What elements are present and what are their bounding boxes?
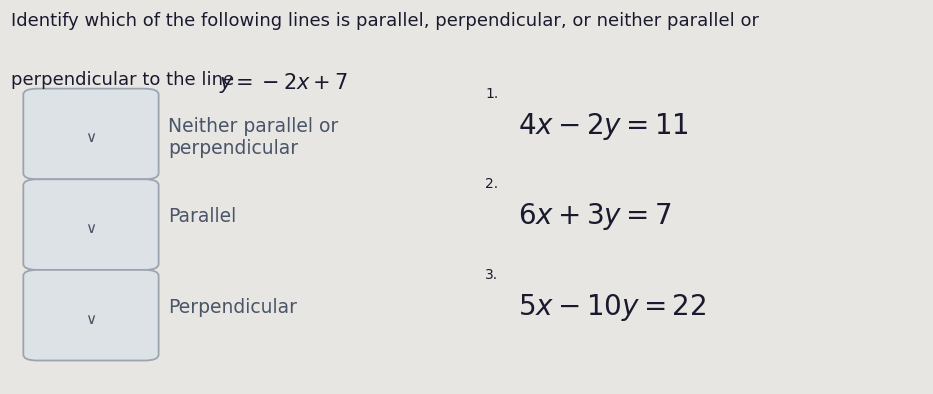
Text: $4x - 2y = 11$: $4x - 2y = 11$ bbox=[518, 111, 689, 141]
Text: 2.: 2. bbox=[485, 177, 498, 191]
Text: 1.: 1. bbox=[485, 87, 498, 101]
Text: ∨: ∨ bbox=[86, 130, 96, 145]
FancyBboxPatch shape bbox=[23, 89, 159, 179]
Text: Identify which of the following lines is parallel, perpendicular, or neither par: Identify which of the following lines is… bbox=[11, 12, 759, 30]
Text: $5x - 10y = 22$: $5x - 10y = 22$ bbox=[518, 292, 706, 323]
Text: Perpendicular: Perpendicular bbox=[168, 298, 297, 317]
FancyBboxPatch shape bbox=[23, 270, 159, 361]
Text: Neither parallel or: Neither parallel or bbox=[168, 117, 338, 136]
Text: perpendicular to the line: perpendicular to the line bbox=[11, 71, 240, 89]
Text: perpendicular: perpendicular bbox=[168, 139, 298, 158]
Text: ∨: ∨ bbox=[86, 312, 96, 327]
Text: $6x + 3y = 7$: $6x + 3y = 7$ bbox=[518, 201, 672, 232]
Text: ∨: ∨ bbox=[86, 221, 96, 236]
Text: 3.: 3. bbox=[485, 268, 498, 282]
FancyBboxPatch shape bbox=[23, 179, 159, 270]
Text: $y = -2x + 7$: $y = -2x + 7$ bbox=[219, 71, 348, 95]
Text: Parallel: Parallel bbox=[168, 207, 236, 226]
